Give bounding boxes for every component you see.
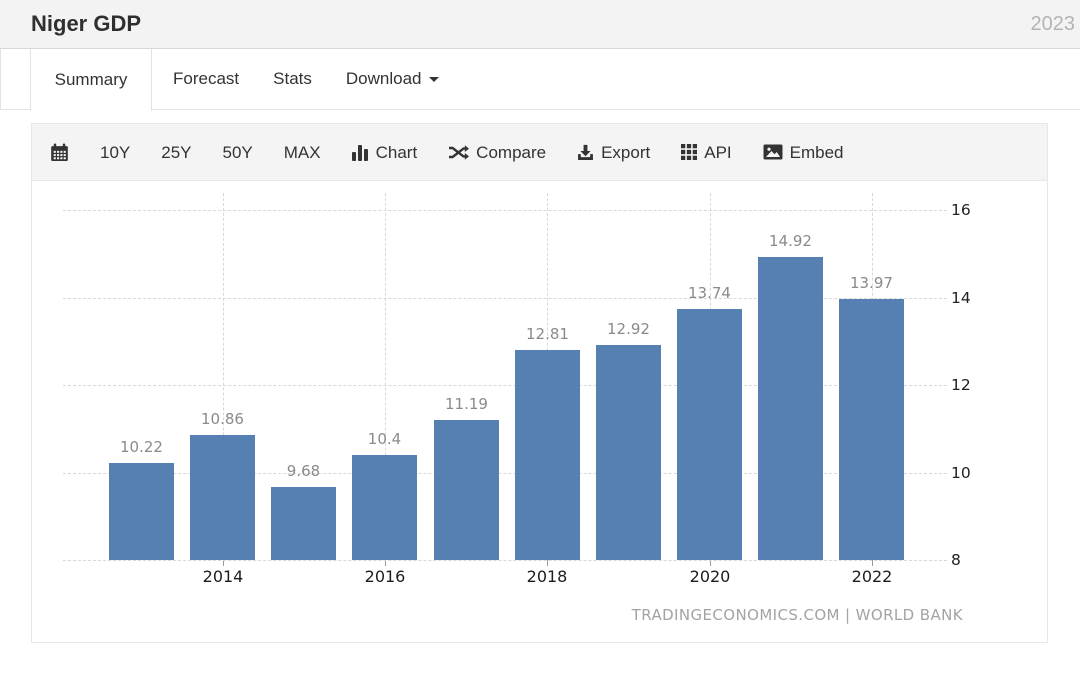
embed-label: Embed <box>790 144 844 161</box>
bar-value-label: 11.19 <box>422 395 512 413</box>
range-10y-label: 10Y <box>100 144 130 161</box>
tab-stats[interactable]: Stats <box>256 49 329 109</box>
api-button[interactable]: API <box>681 144 731 161</box>
tab-forecast-label: Forecast <box>173 69 239 89</box>
bar-value-label: 9.68 <box>259 462 349 480</box>
tab-download-label: Download <box>346 69 422 89</box>
bar <box>271 487 336 560</box>
bar-value-label: 12.81 <box>503 325 593 343</box>
api-label: API <box>704 144 731 161</box>
x-axis-label: 2014 <box>188 567 258 586</box>
image-icon <box>763 144 783 160</box>
bar <box>352 455 417 560</box>
page-header: Niger GDP 2023 <box>0 0 1080 49</box>
bar-value-label: 13.97 <box>827 274 917 292</box>
bar <box>677 309 742 560</box>
y-axis-label: 16 <box>951 200 971 220</box>
x-axis-label: 2022 <box>837 567 907 586</box>
calendar-icon <box>50 143 69 162</box>
bar-value-label: 10.86 <box>178 410 268 428</box>
range-25y-button[interactable]: 25Y <box>161 144 191 161</box>
bar <box>434 420 499 560</box>
bar-value-label: 10.22 <box>97 438 187 456</box>
bar-chart-icon <box>352 144 369 161</box>
bar <box>596 345 661 560</box>
compare-button[interactable]: Compare <box>448 144 546 161</box>
compare-label: Compare <box>476 144 546 161</box>
shuffle-icon <box>448 145 469 160</box>
bar <box>190 435 255 560</box>
bar <box>109 463 174 560</box>
bar-value-label: 13.74 <box>665 284 755 302</box>
range-25y-label: 25Y <box>161 144 191 161</box>
y-axis-label: 14 <box>951 288 971 308</box>
chart-area: TRADINGECONOMICS.COM | WORLD BANK 2014 20… <box>32 181 1047 642</box>
tab-summary[interactable]: Summary <box>30 49 152 111</box>
range-50y-button[interactable]: 50Y <box>223 144 253 161</box>
header-period: 2023 <box>1031 13 1076 36</box>
bar <box>758 257 823 560</box>
grid-icon <box>681 144 697 160</box>
chart-panel: 10Y 25Y 50Y MAX Chart <box>31 123 1048 643</box>
range-max-button[interactable]: MAX <box>284 144 321 161</box>
tab-stats-label: Stats <box>273 69 312 89</box>
tab-summary-label: Summary <box>55 70 128 90</box>
bar-value-label: 12.92 <box>584 320 674 338</box>
caret-down-icon <box>429 77 439 82</box>
embed-button[interactable]: Embed <box>763 144 844 161</box>
chart-type-label: Chart <box>376 144 418 161</box>
tab-bar-left-edge <box>0 49 30 109</box>
tab-download[interactable]: Download <box>329 49 456 109</box>
bar <box>515 350 580 560</box>
tab-forecast[interactable]: Forecast <box>156 49 256 109</box>
tab-bar: Summary Forecast Stats Download <box>0 49 1080 110</box>
export-button[interactable]: Export <box>577 144 650 161</box>
calendar-button[interactable] <box>50 143 69 162</box>
export-label: Export <box>601 144 650 161</box>
horizontal-gridline <box>63 560 947 561</box>
chart-toolbar: 10Y 25Y 50Y MAX Chart <box>32 124 1047 181</box>
y-axis-label: 12 <box>951 375 971 395</box>
y-axis-label: 10 <box>951 463 971 483</box>
x-axis-label: 2020 <box>675 567 745 586</box>
range-10y-button[interactable]: 10Y <box>100 144 130 161</box>
bar-value-label: 14.92 <box>746 232 836 250</box>
x-axis-label: 2016 <box>350 567 420 586</box>
bar <box>839 299 904 560</box>
horizontal-gridline <box>63 210 947 211</box>
y-axis-label: 8 <box>951 550 961 570</box>
x-axis-label: 2018 <box>512 567 582 586</box>
range-max-label: MAX <box>284 144 321 161</box>
range-50y-label: 50Y <box>223 144 253 161</box>
chart-attribution: TRADINGECONOMICS.COM | WORLD BANK <box>632 606 963 624</box>
chart-type-button[interactable]: Chart <box>352 144 418 161</box>
page-title: Niger GDP <box>31 11 141 37</box>
bar-value-label: 10.4 <box>340 430 430 448</box>
download-icon <box>577 144 594 161</box>
